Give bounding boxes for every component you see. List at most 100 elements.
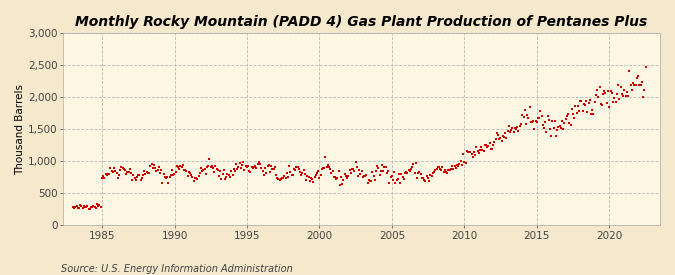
Point bbox=[549, 119, 560, 123]
Point bbox=[138, 172, 148, 177]
Point bbox=[256, 166, 267, 170]
Point bbox=[285, 169, 296, 174]
Point bbox=[500, 131, 511, 136]
Point bbox=[174, 167, 185, 171]
Point bbox=[524, 105, 535, 109]
Point bbox=[453, 164, 464, 168]
Point bbox=[261, 170, 272, 175]
Point bbox=[248, 165, 259, 170]
Point bbox=[523, 116, 534, 120]
Point bbox=[420, 178, 431, 183]
Point bbox=[412, 175, 423, 180]
Point bbox=[208, 165, 219, 170]
Point bbox=[638, 95, 649, 99]
Point bbox=[124, 170, 134, 175]
Point bbox=[401, 170, 412, 174]
Point bbox=[632, 74, 643, 78]
Point bbox=[379, 165, 390, 170]
Point bbox=[331, 176, 342, 181]
Point bbox=[462, 149, 472, 153]
Point bbox=[139, 169, 150, 174]
Point bbox=[200, 171, 211, 176]
Point bbox=[289, 166, 300, 171]
Point bbox=[230, 169, 240, 174]
Point bbox=[155, 171, 165, 175]
Point bbox=[529, 126, 540, 131]
Point bbox=[98, 174, 109, 178]
Point bbox=[184, 170, 194, 174]
Point bbox=[95, 205, 106, 209]
Point bbox=[158, 172, 169, 177]
Point bbox=[514, 124, 525, 129]
Point bbox=[348, 167, 358, 171]
Point bbox=[578, 102, 589, 106]
Point bbox=[610, 100, 621, 104]
Point bbox=[87, 205, 98, 210]
Point bbox=[117, 166, 128, 170]
Point bbox=[366, 178, 377, 183]
Point bbox=[545, 127, 556, 131]
Point bbox=[504, 123, 514, 128]
Point bbox=[75, 203, 86, 207]
Point bbox=[460, 161, 471, 165]
Point bbox=[380, 165, 391, 169]
Point bbox=[225, 174, 236, 179]
Point bbox=[551, 128, 562, 133]
Point bbox=[340, 171, 350, 176]
Point bbox=[488, 142, 499, 147]
Point bbox=[88, 204, 99, 208]
Point bbox=[156, 168, 167, 172]
Point bbox=[576, 99, 587, 104]
Point bbox=[443, 168, 454, 172]
Point bbox=[153, 165, 164, 170]
Point bbox=[616, 92, 627, 97]
Point bbox=[386, 174, 397, 178]
Point bbox=[332, 175, 343, 180]
Point bbox=[254, 161, 265, 166]
Point bbox=[329, 175, 340, 179]
Point bbox=[134, 173, 145, 178]
Point bbox=[300, 171, 310, 176]
Point bbox=[296, 173, 306, 178]
Point bbox=[373, 166, 384, 171]
Point bbox=[266, 164, 277, 169]
Point bbox=[275, 177, 286, 181]
Point bbox=[148, 163, 159, 167]
Point bbox=[602, 89, 613, 93]
Point bbox=[234, 161, 245, 166]
Point bbox=[308, 180, 319, 185]
Point bbox=[262, 164, 273, 169]
Point bbox=[187, 174, 198, 179]
Point bbox=[625, 83, 636, 88]
Point bbox=[246, 165, 257, 169]
Point bbox=[479, 143, 490, 147]
Point bbox=[562, 114, 572, 118]
Point bbox=[494, 137, 505, 141]
Point bbox=[465, 150, 476, 154]
Point bbox=[626, 88, 637, 93]
Point bbox=[409, 171, 420, 175]
Point bbox=[473, 151, 484, 156]
Point bbox=[431, 167, 442, 172]
Point bbox=[436, 167, 447, 172]
Point bbox=[553, 125, 564, 129]
Point bbox=[233, 165, 244, 169]
Point bbox=[462, 150, 473, 155]
Point bbox=[188, 178, 199, 183]
Point bbox=[570, 104, 580, 108]
Point bbox=[207, 164, 217, 168]
Point bbox=[516, 122, 526, 126]
Point bbox=[101, 172, 111, 176]
Point bbox=[113, 173, 124, 177]
Point bbox=[352, 174, 363, 178]
Point bbox=[377, 163, 387, 167]
Point bbox=[90, 205, 101, 210]
Point bbox=[300, 177, 311, 182]
Point bbox=[471, 145, 482, 149]
Point bbox=[560, 117, 571, 121]
Point bbox=[517, 113, 528, 117]
Point bbox=[608, 100, 618, 104]
Point bbox=[286, 173, 297, 177]
Point bbox=[319, 166, 329, 170]
Point bbox=[268, 167, 279, 171]
